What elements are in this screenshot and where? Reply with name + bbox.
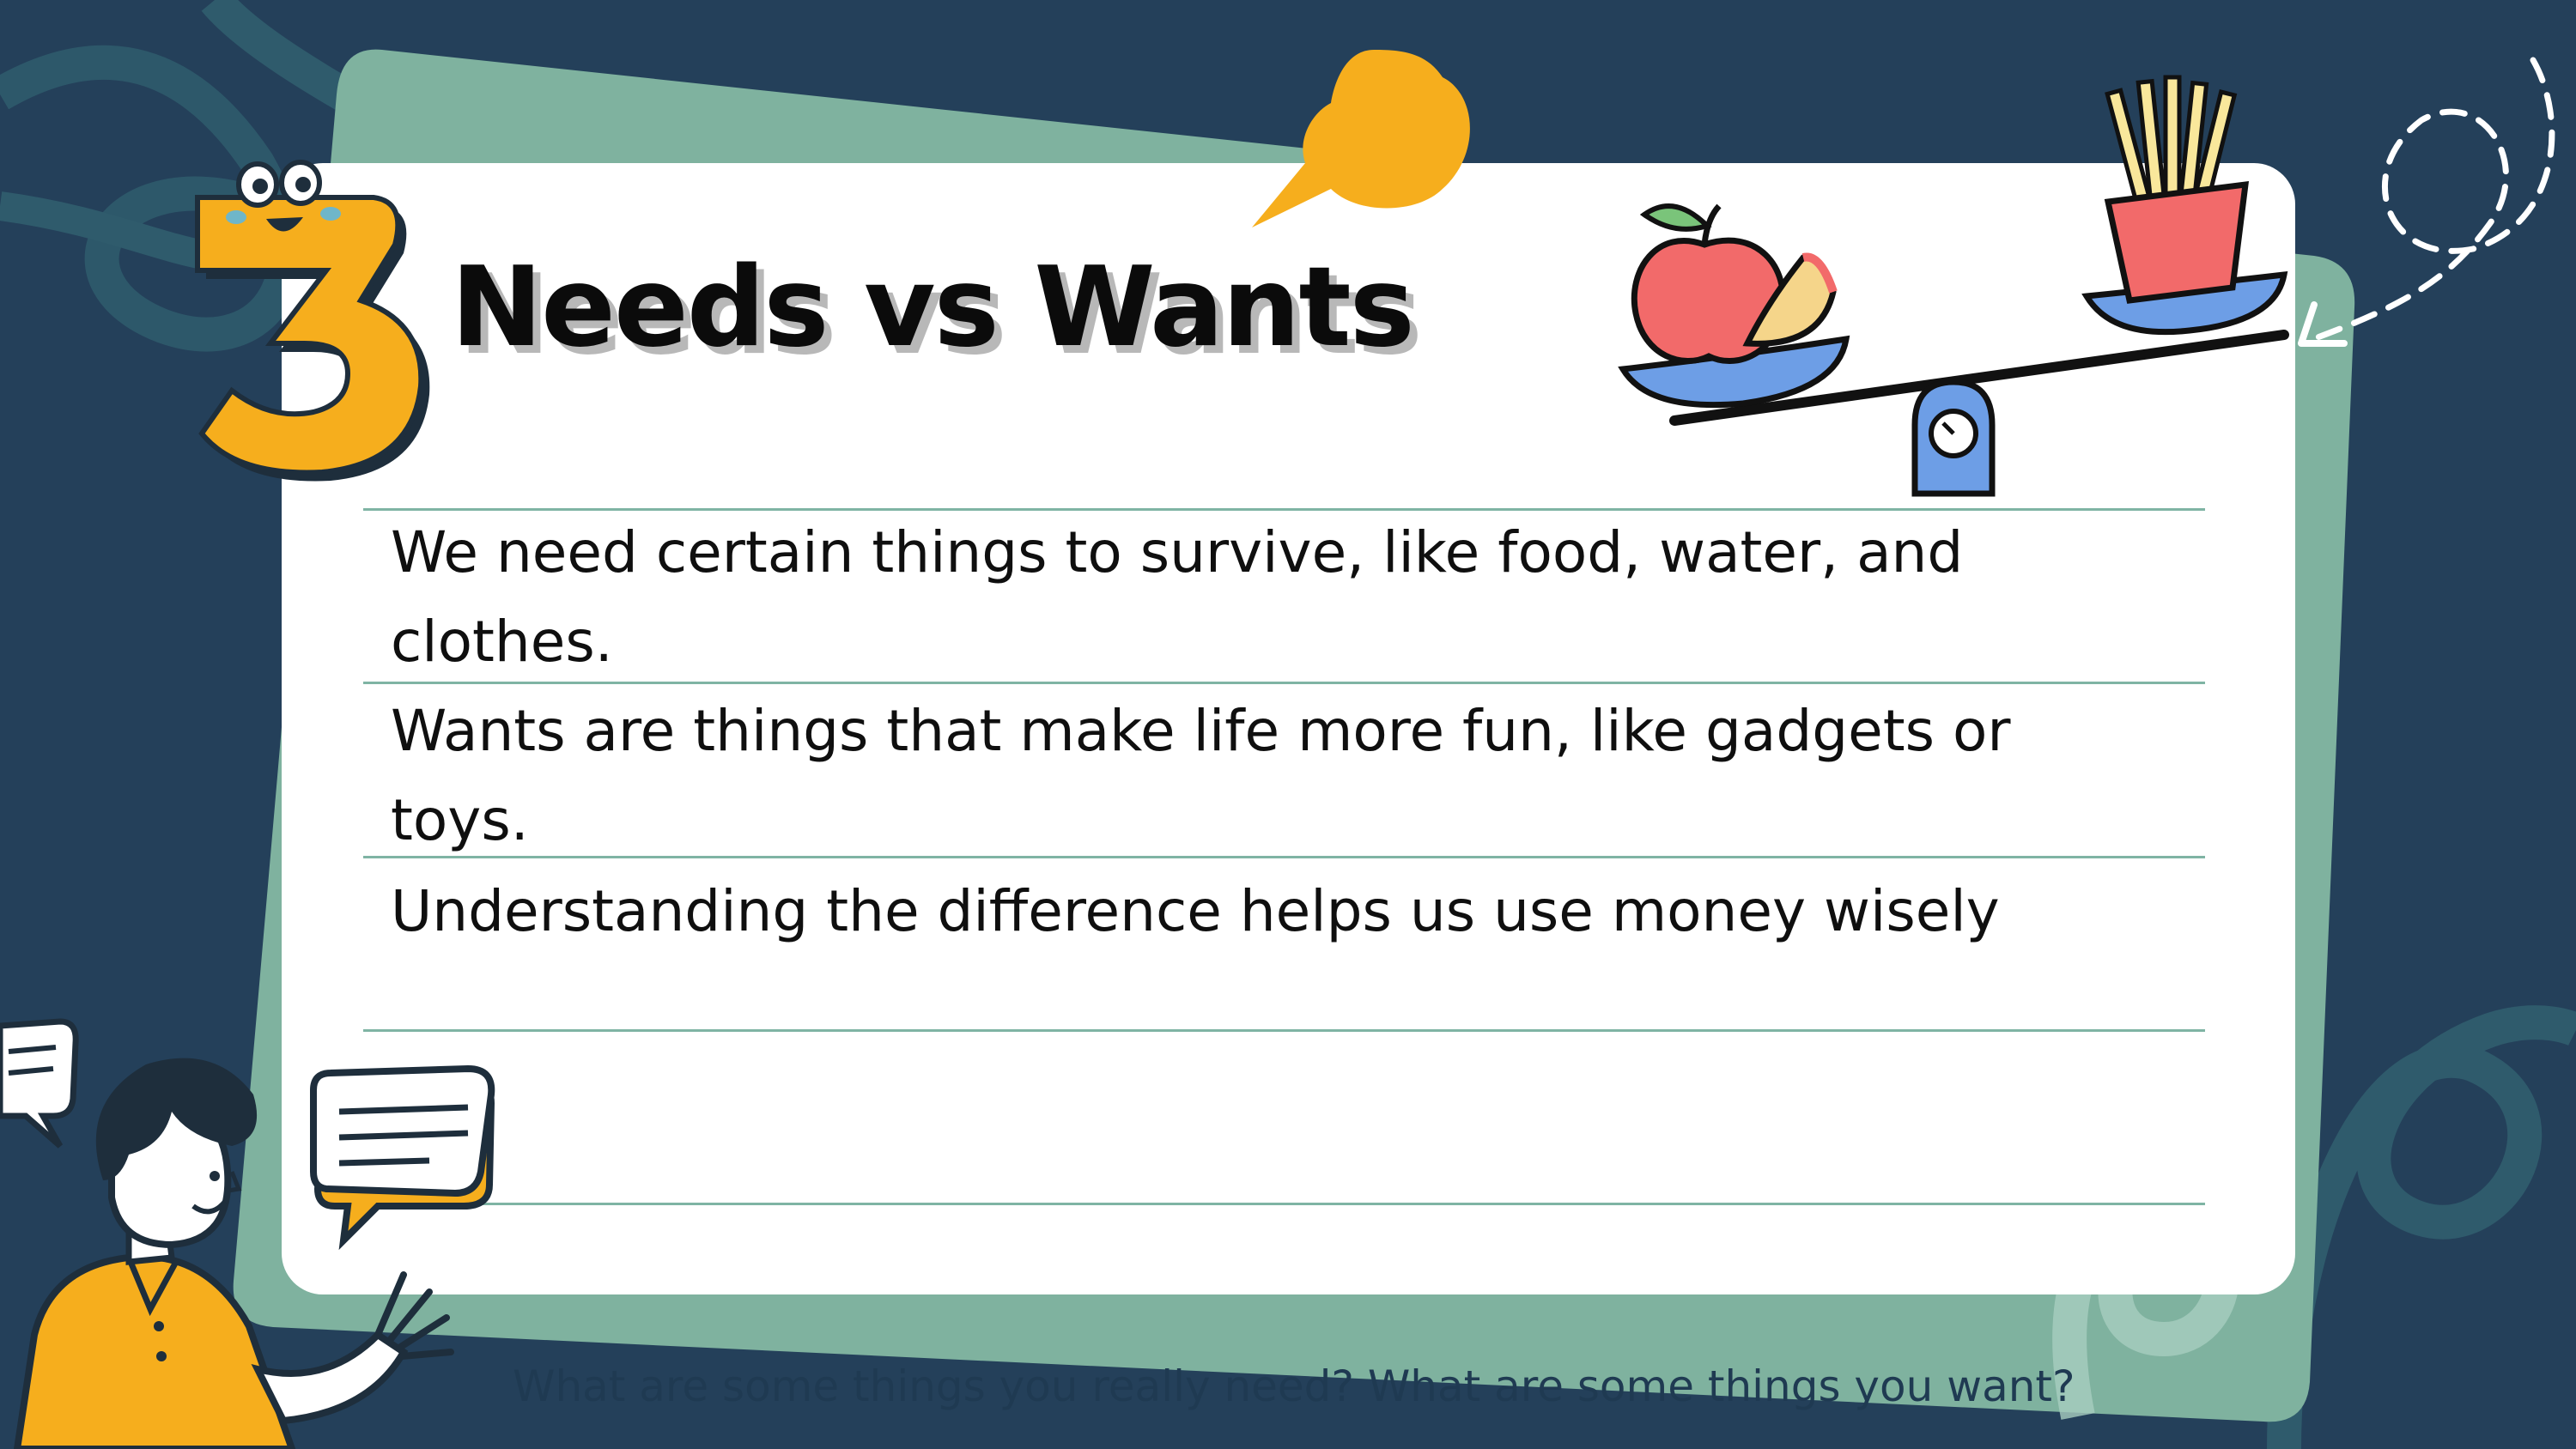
person-waving-icon: [13, 1058, 495, 1449]
ruled-line: [363, 508, 2205, 511]
balance-scale-icon: [1618, 75, 2289, 497]
number-three-mascot-icon: [195, 160, 430, 482]
ruled-line: [363, 1029, 2205, 1032]
chat-bubble-icon: [0, 1018, 79, 1149]
apple-icon: [1631, 203, 1838, 365]
ruled-line: [363, 682, 2205, 684]
discussion-prompt: What are some things you really need? Wh…: [513, 1361, 2075, 1411]
slide-title: Needs vs Wants: [451, 244, 1415, 372]
wants-line: Wants are things that make life more fun…: [391, 698, 2011, 853]
dashed-arrow-icon: [2298, 57, 2555, 347]
content-card: [282, 163, 2295, 1294]
ruled-line: [363, 856, 2205, 858]
speech-bubble-icon: [310, 1064, 495, 1251]
speech-bubble-icon: [1252, 50, 1470, 227]
difference-line: Understanding the difference helps us us…: [391, 878, 2000, 944]
ruled-line: [363, 1203, 2205, 1205]
french-fries-icon: [2104, 75, 2250, 304]
needs-line: We need certain things to survive, like …: [391, 519, 1964, 675]
